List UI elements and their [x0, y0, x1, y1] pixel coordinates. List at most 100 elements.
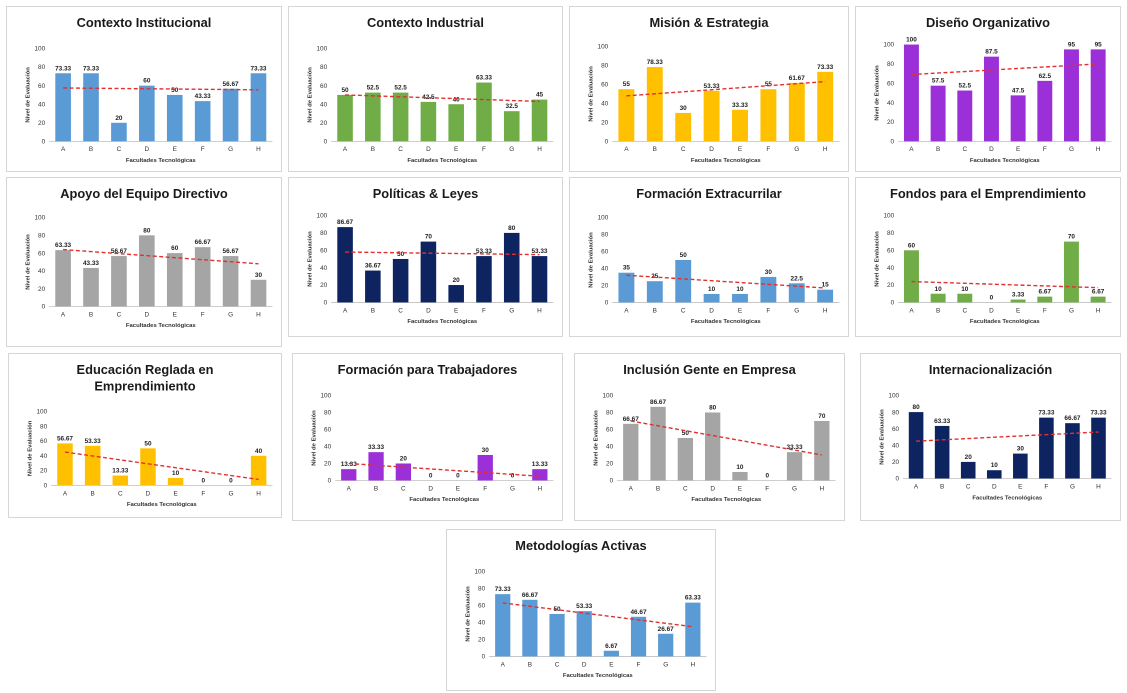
x-tick-label: B	[936, 307, 940, 314]
y-tick-label: 100	[320, 393, 331, 400]
bar	[55, 250, 71, 307]
x-tick-label: G	[1069, 146, 1074, 153]
data-label: 26.67	[658, 626, 674, 633]
x-axis-label: Facultades Tecnológicas	[691, 158, 762, 164]
data-label: 20	[965, 454, 973, 461]
bar	[930, 85, 946, 142]
data-label: 73.33	[55, 65, 71, 72]
bar	[960, 461, 976, 479]
bar	[618, 89, 635, 142]
y-tick-label: 80	[887, 230, 895, 237]
bar	[1010, 95, 1026, 142]
y-tick-label: 20	[40, 468, 48, 475]
y-tick-label: 0	[891, 139, 895, 146]
y-axis-label: Nivel de Evaluación	[588, 66, 594, 122]
chart-panel: Contexto Institucional 0 20 40 60 80 100 Nivel …	[6, 6, 282, 172]
x-tick-label: D	[426, 307, 431, 314]
y-tick-label: 20	[38, 286, 46, 293]
chart-title: Contexto Institucional	[77, 15, 212, 30]
data-label: 53.33	[476, 248, 492, 255]
x-tick-label: E	[454, 307, 458, 314]
bar	[365, 270, 381, 303]
y-tick-label: 80	[38, 232, 46, 239]
y-tick-label: 80	[40, 423, 48, 430]
x-tick-label: B	[653, 307, 657, 314]
data-label: 56.67	[223, 81, 239, 88]
y-axis-label: Nivel de Evaluación	[27, 420, 33, 476]
x-tick-label: B	[528, 661, 532, 668]
data-label: 56.67	[57, 435, 73, 442]
x-tick-label: E	[738, 146, 742, 153]
bar	[531, 256, 548, 303]
data-label: 46.67	[631, 609, 647, 616]
data-label: 63.33	[55, 242, 71, 249]
bar	[646, 67, 663, 142]
bar	[904, 250, 919, 303]
bar	[760, 276, 777, 303]
x-tick-label: G	[1070, 483, 1075, 490]
bar	[903, 44, 919, 142]
y-tick-label: 0	[328, 478, 332, 485]
chart-panel: Diseño Organizativo 0 20 40 60 80 100 Nivel de …	[855, 6, 1121, 172]
chart-title: Formación para Trabajadores	[338, 362, 518, 377]
bar	[337, 227, 353, 303]
y-tick-label: 0	[42, 139, 46, 146]
x-tick-label: C	[681, 307, 686, 314]
bar	[675, 259, 692, 303]
y-tick-label: 20	[887, 282, 895, 289]
x-tick-label: E	[1016, 146, 1020, 153]
y-tick-label: 0	[42, 304, 46, 311]
y-tick-label: 0	[896, 476, 900, 483]
x-tick-label: F	[1043, 146, 1047, 153]
chart-title: Metodologías Activas	[515, 538, 646, 553]
x-tick-label: F	[766, 307, 770, 314]
bar	[983, 56, 999, 142]
data-label: 47.5	[1012, 87, 1025, 94]
y-tick-label: 100	[598, 215, 609, 222]
x-tick-label: E	[738, 485, 742, 492]
y-tick-label: 40	[324, 444, 332, 451]
x-tick-label: H	[823, 307, 828, 314]
y-tick-label: 60	[40, 438, 48, 445]
bar	[167, 477, 184, 486]
bar	[817, 71, 834, 142]
chart-panel: Internacionalización 0 20 40 60 80 100 Nivel de…	[860, 353, 1121, 521]
bar	[930, 293, 946, 303]
y-tick-label: 60	[887, 80, 895, 87]
data-label: 32.5	[506, 103, 519, 110]
trend-line	[345, 251, 540, 256]
x-tick-label: B	[936, 146, 940, 153]
x-tick-label: C	[401, 485, 406, 492]
x-tick-label: E	[173, 490, 177, 497]
x-tick-label: H	[823, 146, 828, 153]
data-label: 13.33	[341, 461, 357, 468]
data-label: 56.67	[223, 248, 239, 255]
bar	[705, 412, 721, 481]
x-tick-label: B	[89, 311, 93, 318]
chart-svg: Metodologías Activas 0 20 40 60 80 100 Nivel de…	[465, 538, 707, 679]
bar	[957, 293, 973, 303]
trend-line	[916, 431, 1099, 442]
bar	[760, 89, 777, 142]
x-tick-label: G	[794, 307, 799, 314]
data-label: 10	[935, 286, 943, 293]
chart-title: Emprendimiento	[94, 379, 195, 394]
y-tick-label: 0	[482, 654, 486, 661]
x-tick-label: G	[509, 146, 514, 153]
data-label: 53.33	[85, 438, 101, 445]
bar	[84, 445, 101, 486]
data-label: 30	[765, 269, 773, 276]
y-axis-label: Nivel de Evaluación	[25, 67, 31, 123]
bar	[1064, 49, 1079, 142]
y-tick-label: 40	[601, 101, 609, 108]
data-label: 6.67	[1039, 289, 1052, 296]
bar	[83, 73, 99, 142]
y-axis-label: Nivel de Evaluación	[874, 65, 880, 121]
x-tick-label: G	[794, 146, 799, 153]
x-tick-label: D	[426, 146, 431, 153]
bar	[908, 412, 924, 479]
x-tick-label: D	[709, 146, 714, 153]
y-tick-label: 40	[478, 620, 486, 627]
y-tick-label: 100	[598, 44, 609, 51]
y-axis-label: Nivel de Evaluación	[311, 410, 317, 466]
